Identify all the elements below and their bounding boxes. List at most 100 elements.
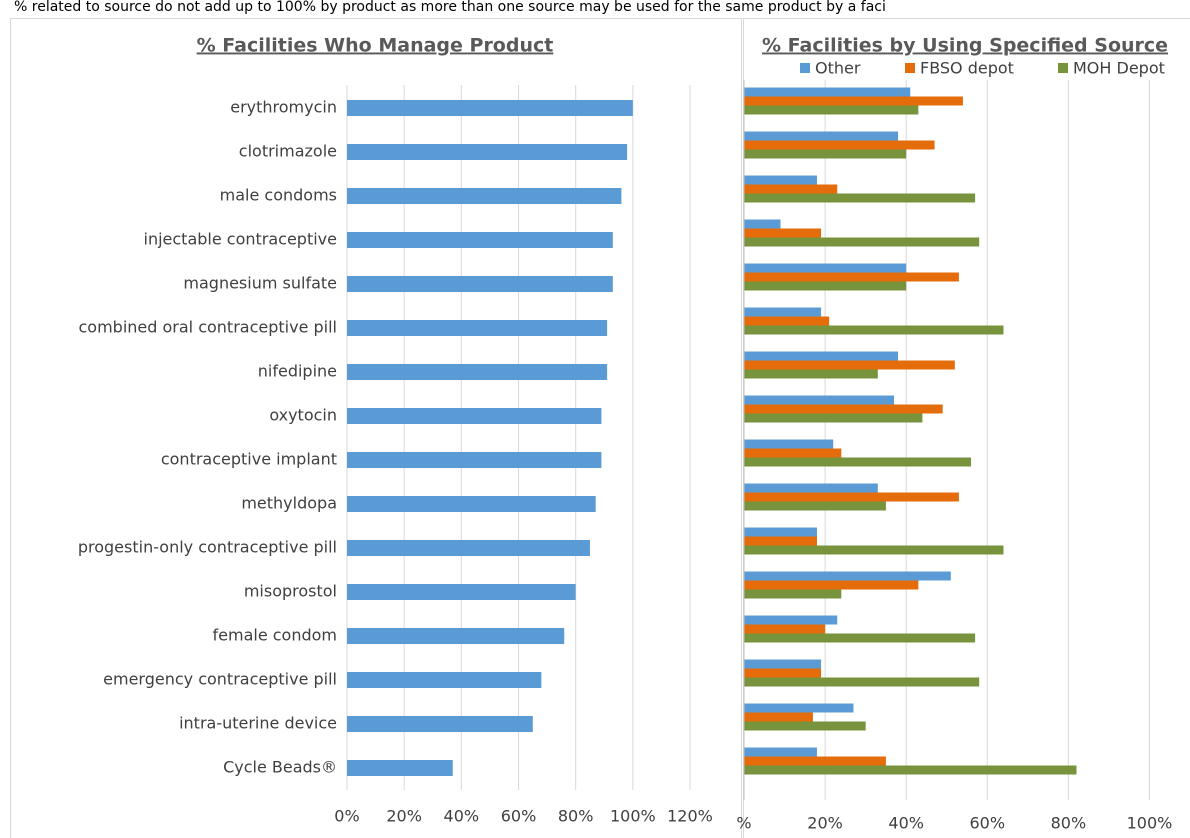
x-tick-label: 80%	[558, 807, 594, 826]
bar	[347, 496, 596, 512]
bar	[744, 545, 1004, 555]
category-label: injectable contraceptive	[144, 230, 338, 249]
bar	[744, 228, 822, 238]
category-label: progestin-only contraceptive pill	[78, 538, 337, 557]
bar	[744, 457, 972, 467]
x-tick-label: 60%	[501, 807, 537, 826]
x-tick-label: 80%	[1051, 814, 1087, 833]
bar	[744, 404, 943, 414]
bar	[744, 668, 822, 678]
bar	[744, 765, 1077, 775]
legend-label: MOH Depot	[1073, 59, 1165, 78]
bar	[347, 452, 602, 468]
bar	[744, 448, 842, 458]
bar	[744, 193, 976, 203]
bar	[744, 307, 822, 317]
bar	[744, 395, 895, 405]
bar	[744, 87, 911, 97]
bar	[347, 408, 602, 424]
category-label: female condom	[213, 626, 338, 645]
bar	[744, 677, 980, 687]
bar	[347, 144, 628, 160]
legend-swatch	[800, 63, 810, 73]
bar	[744, 624, 826, 634]
bar	[744, 351, 899, 361]
category-label: emergency contraceptive pill	[103, 670, 337, 689]
bar	[744, 501, 886, 511]
bar	[744, 140, 935, 150]
left-panel	[10, 18, 742, 838]
legend-label: Other	[815, 59, 861, 78]
bar	[744, 131, 899, 141]
bar	[347, 716, 533, 732]
category-label: erythromycin	[230, 98, 337, 117]
bar	[744, 571, 951, 581]
bar	[347, 232, 613, 248]
bar	[347, 540, 590, 556]
category-label: nifedipine	[258, 362, 337, 381]
bar	[744, 633, 976, 643]
bar	[744, 360, 955, 370]
note: % related to source do not add up to 100…	[14, 0, 886, 15]
bar	[347, 320, 608, 336]
bar	[744, 272, 959, 282]
bar	[744, 580, 919, 590]
bar	[744, 712, 813, 722]
bar	[744, 527, 817, 537]
category-label: contraceptive implant	[161, 450, 337, 469]
category-label: clotrimazole	[239, 142, 337, 161]
category-label: intra-uterine device	[179, 714, 337, 733]
bar	[347, 188, 622, 204]
x-tick-label: 20%	[807, 814, 843, 833]
bar	[347, 364, 608, 380]
x-tick-label: %	[736, 814, 751, 833]
chart-title: % Facilities by Using Specified Source	[762, 35, 1168, 57]
bar	[744, 703, 854, 713]
bar	[744, 149, 907, 159]
bar	[347, 584, 576, 600]
bar	[744, 659, 822, 669]
bar	[744, 492, 959, 502]
x-tick-label: 40%	[888, 814, 924, 833]
x-tick-label: 100%	[1127, 814, 1173, 833]
bar	[744, 721, 866, 731]
x-tick-label: 40%	[444, 807, 480, 826]
legend-label: FBSO depot	[920, 59, 1014, 78]
bar	[744, 413, 923, 423]
category-label: magnesium sulfate	[183, 274, 337, 293]
category-label: oxytocin	[269, 406, 337, 425]
bar	[744, 184, 838, 194]
category-label: combined oral contraceptive pill	[79, 318, 338, 337]
bar	[347, 628, 565, 644]
chart-title: % Facilities Who Manage Product	[197, 35, 554, 57]
legend-swatch	[1058, 63, 1068, 73]
bar	[744, 369, 878, 379]
legend-swatch	[905, 63, 915, 73]
bar	[744, 756, 886, 766]
bar	[744, 237, 980, 247]
bar	[744, 105, 919, 115]
bar	[347, 672, 542, 688]
x-tick-label: 100%	[610, 807, 656, 826]
bar	[744, 175, 817, 185]
category-label: misoprostol	[244, 582, 337, 601]
bar	[347, 760, 453, 776]
bar	[744, 747, 817, 757]
x-tick-label: 60%	[969, 814, 1005, 833]
bar	[347, 100, 633, 116]
x-tick-label: 120%	[667, 807, 713, 826]
x-tick-label: 0%	[334, 807, 359, 826]
bar	[744, 325, 1004, 335]
bar	[744, 96, 963, 106]
bar	[744, 615, 838, 625]
bar	[744, 483, 878, 493]
bar	[347, 276, 613, 292]
bar	[744, 316, 830, 326]
category-label: Cycle Beads®	[223, 758, 337, 777]
bar	[744, 263, 907, 273]
bar	[744, 219, 781, 229]
bar	[744, 281, 907, 291]
category-label: methyldopa	[241, 494, 337, 513]
bar	[744, 589, 842, 599]
